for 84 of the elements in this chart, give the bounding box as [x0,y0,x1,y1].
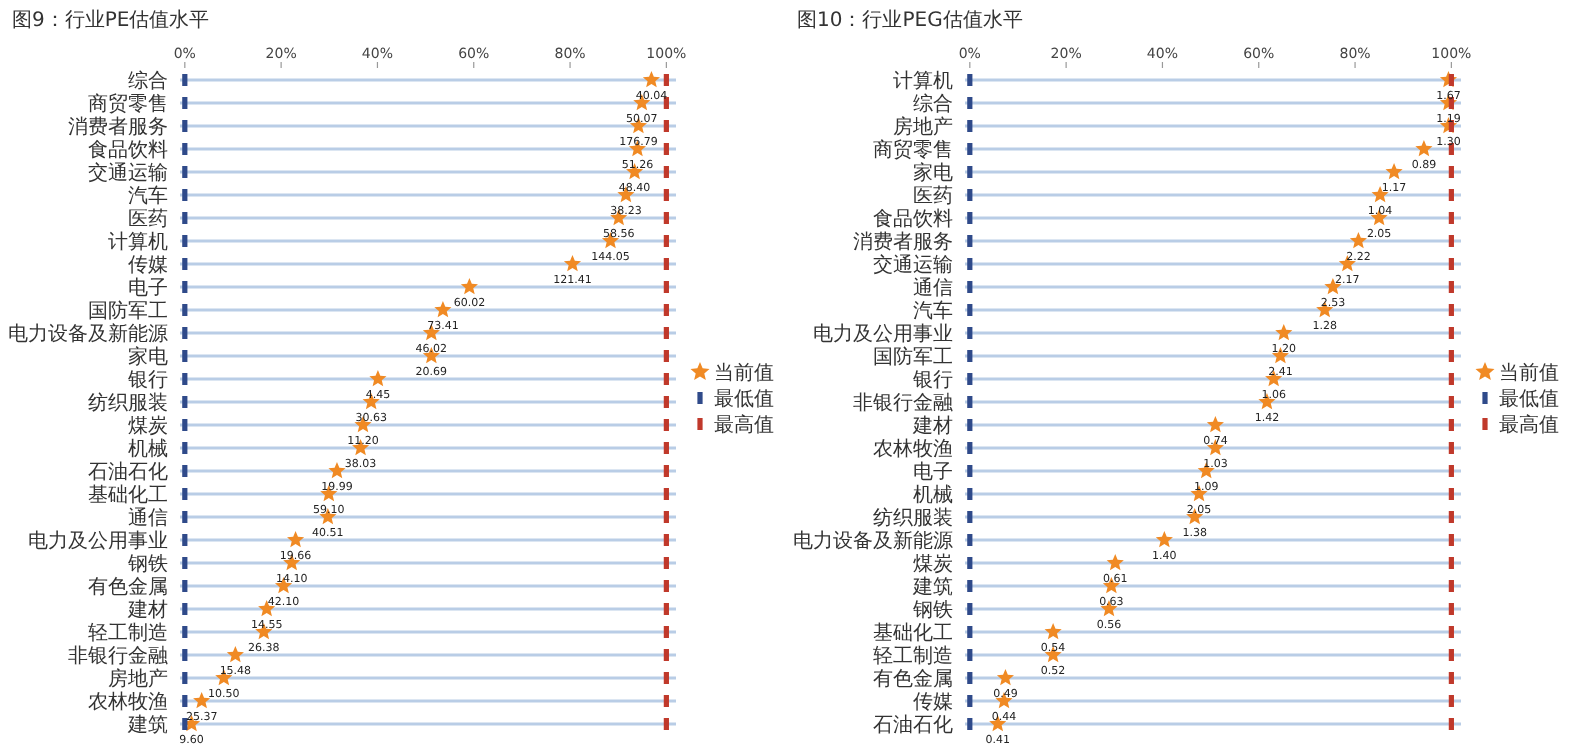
legend-label: 当前值 [714,361,774,385]
y-tick-label: 基础化工 [88,483,168,507]
point [434,301,452,318]
point [1349,232,1367,249]
point [193,692,211,709]
point [996,669,1014,686]
y-tick-label: 电力设备及新能源 [8,322,168,346]
y-tick-label: 传媒 [128,255,168,277]
y-tick-label: 家电 [913,161,953,185]
y-tick-label: 汽车 [128,184,168,208]
y-tick-label: 石油石化 [873,713,953,737]
y-tick-label: 商贸零售 [88,92,168,116]
point [1385,163,1403,180]
y-tick-label: 电子 [913,460,953,484]
y-tick-label: 建材 [911,414,953,438]
y-tick-label: 建筑 [911,575,953,599]
y-tick-label: 房地产 [108,667,168,691]
point [287,531,305,548]
y-tick-label: 综合 [128,69,168,93]
y-tick-label: 机械 [128,437,168,461]
y-tick-label: 食品饮料 [873,207,953,231]
y-tick-label: 商贸零售 [873,138,953,162]
point [369,370,387,387]
y-tick-label: 通信 [913,276,953,300]
y-tick-label: 石油石化 [88,460,168,484]
y-tick-label: 传媒 [913,692,953,714]
point [1415,140,1433,157]
y-tick-label: 纺织服装 [873,506,953,530]
y-tick-label: 电力及公用事业 [28,529,168,553]
y-tick-label: 食品饮料 [88,138,168,162]
point [1044,623,1062,640]
y-tick-label: 钢铁 [911,598,953,622]
y-tick-label: 计算机 [893,69,953,93]
y-tick-label: 建材 [126,598,168,622]
y-tick-label: 基础化工 [873,621,953,645]
point [563,255,582,272]
y-tick-label: 电子 [128,276,168,300]
y-tick-label: 煤炭 [128,414,168,438]
y-tick-label: 煤炭 [913,552,953,576]
y-tick-label: 医药 [128,207,168,231]
y-tick-label: 建筑 [126,713,168,737]
y-tick-label: 银行 [911,370,953,392]
point [642,71,660,88]
y-tick-label: 钢铁 [126,552,168,576]
y-tick-label: 轻工制造 [873,644,953,668]
y-tick-label: 家电 [128,345,168,369]
point [460,278,478,295]
y-tick-label: 房地产 [893,115,953,139]
y-tick-label: 非银行金融 [68,644,168,668]
point [328,462,346,479]
y-tick-label: 消费者服务 [68,115,168,139]
y-tick-label: 有色金属 [88,575,168,599]
y-tick-label: 农林牧渔 [88,690,168,714]
legend-label: 最低值 [1499,389,1559,411]
point [1106,554,1124,571]
point [1155,531,1173,548]
y-tick-label: 消费者服务 [853,230,953,254]
point [226,646,244,663]
y-tick-label: 交通运输 [873,253,953,277]
y-tick-label: 轻工制造 [88,621,168,645]
y-tick-label: 国防军工 [873,345,953,369]
y-tick-label: 国防军工 [88,299,168,323]
legend-label: 最高值 [714,413,774,437]
point [1206,416,1224,433]
y-tick-label: 电力及公用事业 [813,322,953,346]
y-tick-label: 银行 [126,370,168,392]
y-tick-label: 机械 [913,483,953,507]
y-tick-label: 通信 [128,506,168,530]
y-tick-label: 计算机 [108,230,168,254]
legend-label: 最低值 [714,389,774,411]
y-tick-label: 纺织服装 [88,391,168,415]
point [1275,324,1293,341]
y-tick-label: 电力设备及新能源 [793,529,953,553]
y-tick-label: 汽车 [913,299,953,323]
y-tick-label: 交通运输 [88,161,168,185]
y-tick-label: 非银行金融 [853,391,953,415]
y-tick-label: 综合 [913,92,953,116]
y-tick-label: 医药 [913,184,953,208]
legend-label: 当前值 [1499,361,1559,385]
y-tick-label: 有色金属 [873,667,953,691]
chart-title: 图9：行业PE估值水平 [12,8,210,32]
y-tick-label: 农林牧渔 [873,437,953,461]
chart-title: 图10：行业PEG估值水平 [797,8,1023,32]
legend-label: 最高值 [1499,413,1559,437]
